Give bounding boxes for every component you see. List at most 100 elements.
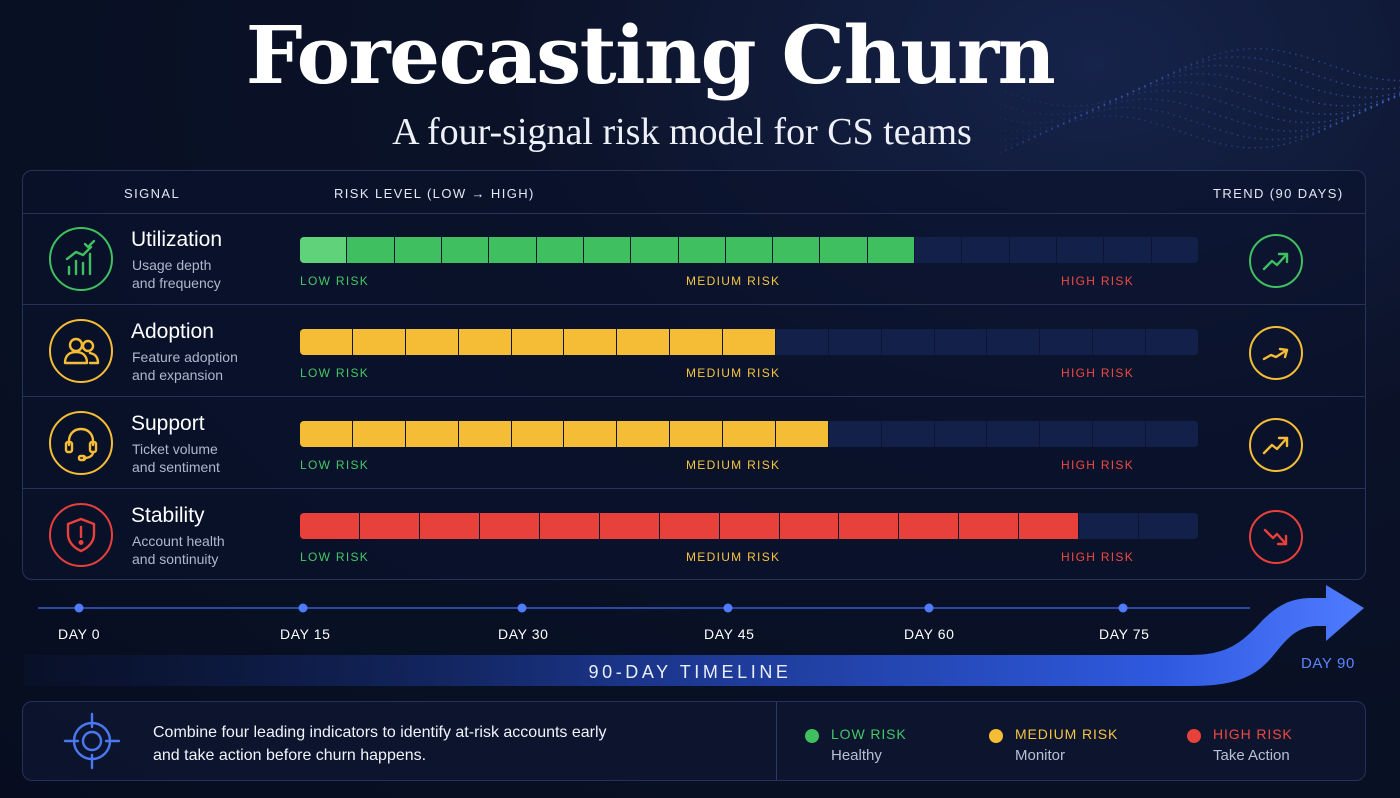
decorative-dot [1358,96,1361,99]
decorative-dot [1207,56,1210,59]
risk-segment-empty [1093,329,1146,355]
decorative-dot [1254,112,1257,114]
decorative-dot [1004,105,1007,108]
decorative-dot [1265,59,1268,62]
signal-description-line: Feature adoption [132,349,238,365]
decorative-dot [1225,102,1228,104]
decorative-dot [1236,146,1239,148]
decorative-dot [1248,146,1251,149]
decorative-dot [1167,73,1170,76]
decorative-dot [1138,107,1141,109]
signal-description-line: Account health [132,533,225,549]
decorative-dot [1318,75,1320,77]
row-divider [23,304,1365,305]
decorative-dot [1155,109,1158,112]
decorative-dot [1086,109,1088,111]
decorative-dot [1248,124,1251,126]
risk-segment-empty [1139,513,1198,539]
decorative-dot [1393,92,1396,95]
risk-segment-filled [347,237,395,263]
decorative-dot [1028,98,1030,101]
decorative-dot [1376,88,1378,90]
risk-segment-empty [881,329,935,355]
decorative-dot [1097,106,1100,108]
decorative-dot [1294,96,1297,99]
decorative-dot [1260,126,1262,129]
decorative-dot [1329,92,1332,95]
decorative-dot [1138,98,1141,101]
decorative-dot [1149,82,1152,85]
decorative-dot [1358,73,1361,76]
decorative-dot [1028,138,1030,141]
decorative-dot [1254,82,1257,85]
decorative-dot [1074,119,1077,122]
risk-segment-empty [987,421,1041,447]
decorative-dot [1109,103,1112,106]
decorative-dot [1376,101,1378,103]
decorative-dot [1103,103,1106,106]
decorative-dot [1289,80,1291,82]
decorative-dot [1393,96,1396,99]
decorative-dot [1138,118,1141,121]
decorative-dot [1033,133,1036,136]
decorative-dot [1109,101,1112,103]
decorative-dot [1376,77,1378,80]
risk-segment-filled [631,237,679,263]
timeline-tick-label: DAY 75 [1099,626,1150,642]
decorative-dot [1022,141,1025,144]
decorative-dot [1132,93,1135,96]
headset-icon [49,411,113,475]
decorative-dot [1004,149,1007,152]
decorative-dot [1329,113,1332,116]
decorative-dot [1010,130,1013,133]
decorative-dot [1254,125,1257,128]
decorative-dot [1022,141,1025,144]
decorative-dot [1184,117,1187,120]
decorative-dot [1202,58,1204,61]
decorative-dot [1167,77,1170,79]
decorative-dot [1051,127,1054,130]
decorative-dot [1178,68,1181,71]
decorative-dot [1277,118,1280,121]
decorative-dot [1242,66,1245,69]
decorative-dot [1236,134,1239,137]
decorative-dot [1202,95,1204,97]
decorative-dot [1004,118,1007,121]
footer-summary: Combine four leading indicators to ident… [153,721,673,767]
decorative-dot [1260,58,1262,60]
decorative-dot [1318,102,1320,105]
decorative-dot [1202,60,1204,63]
timeline-tick-dot [924,603,934,613]
decorative-dot [1155,79,1158,82]
decorative-dot [1306,71,1309,74]
decorative-dot [1202,109,1204,111]
decorative-dot [1393,79,1396,82]
risk-segment-filled [617,329,671,355]
decorative-dot [1254,147,1257,149]
decorative-dot [1289,94,1291,97]
decorative-dot [1236,65,1239,68]
decorative-dot [1358,86,1361,88]
decorative-dot [1271,48,1274,51]
decorative-dot [1000,138,1001,141]
decorative-dot [1132,89,1135,92]
decorative-dot [1248,110,1251,112]
legend-subtitle: Take Action [1213,747,1290,764]
decorative-dot [1120,100,1123,103]
risk-bar-stability [300,513,1198,539]
decorative-dot [1271,138,1274,141]
risk-segment-filled [419,513,480,539]
decorative-dot [1248,95,1251,98]
decorative-dot [1062,122,1065,124]
risk-segment-filled [300,513,360,539]
decorative-dot [1283,143,1286,146]
decorative-dot [1184,69,1187,71]
decorative-dot [1294,136,1297,139]
decorative-dot [1323,120,1326,123]
decorative-dot [1231,76,1233,79]
decorative-dot [1057,124,1059,127]
decorative-dot [1265,86,1268,89]
signal-description-line: and expansion [132,367,224,383]
decorative-dot [1022,141,1025,143]
decorative-dot [1103,104,1106,106]
